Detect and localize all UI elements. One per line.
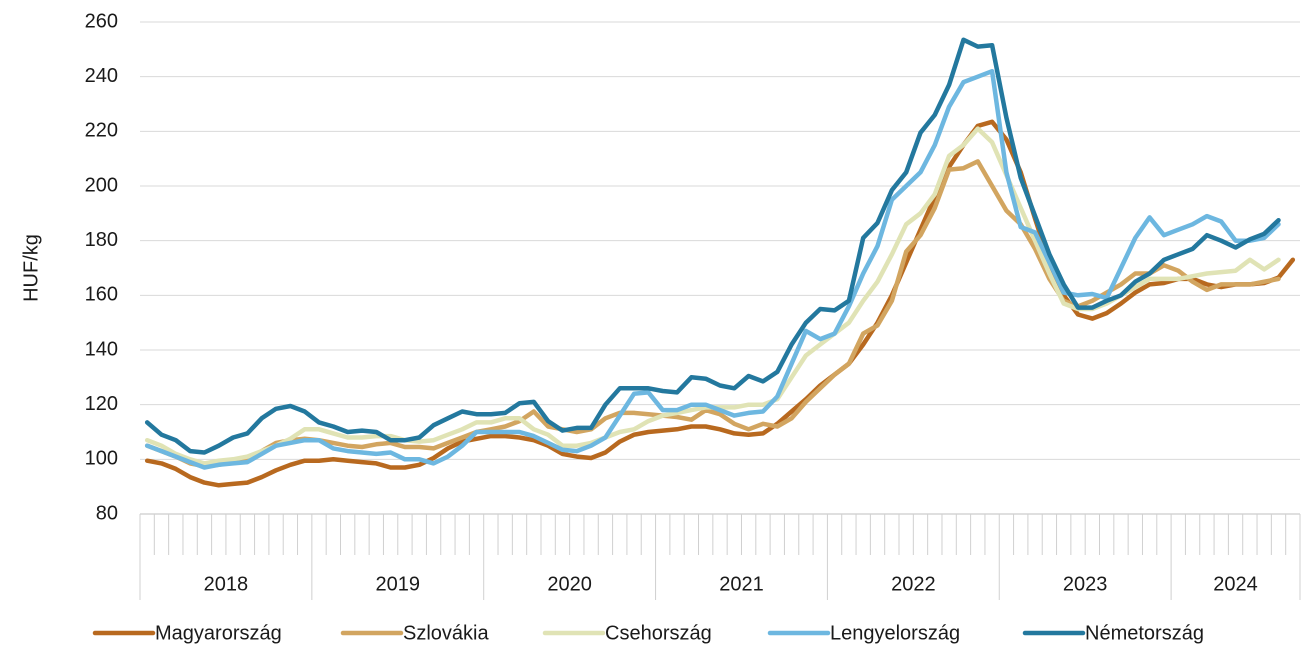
y-tick-label: 240: [85, 65, 118, 87]
y-tick-label: 260: [85, 10, 118, 32]
y-tick-label: 140: [85, 338, 118, 360]
series-line: [144, 119, 1296, 488]
legend-label: Magyarország: [155, 622, 282, 644]
legend-label: Csehország: [605, 622, 712, 644]
legend-label: Németország: [1085, 622, 1204, 644]
y-tick-label: 180: [85, 229, 118, 251]
y-tick-label: 120: [85, 393, 118, 415]
y-tick-label: 200: [85, 174, 118, 196]
group-label: 2018: [204, 573, 249, 595]
series-line: [144, 159, 1281, 469]
group-label: 2024: [1213, 573, 1258, 595]
group-label: 2021: [719, 573, 764, 595]
group-label: 2020: [547, 573, 592, 595]
y-tick-label: 160: [85, 284, 118, 306]
series-line: [144, 68, 1281, 470]
legend-label: Szlovákia: [403, 622, 489, 644]
group-label: 2019: [376, 573, 421, 595]
y-axis-label: HUF/kg: [20, 234, 42, 302]
group-label: 2022: [891, 573, 936, 595]
y-tick-label: 220: [85, 120, 118, 142]
y-tick-label: 100: [85, 448, 118, 470]
legend-label: Lengyelország: [830, 622, 960, 644]
group-label: 2023: [1063, 573, 1108, 595]
y-tick-label: 80: [96, 502, 118, 524]
series-line: [144, 37, 1281, 455]
